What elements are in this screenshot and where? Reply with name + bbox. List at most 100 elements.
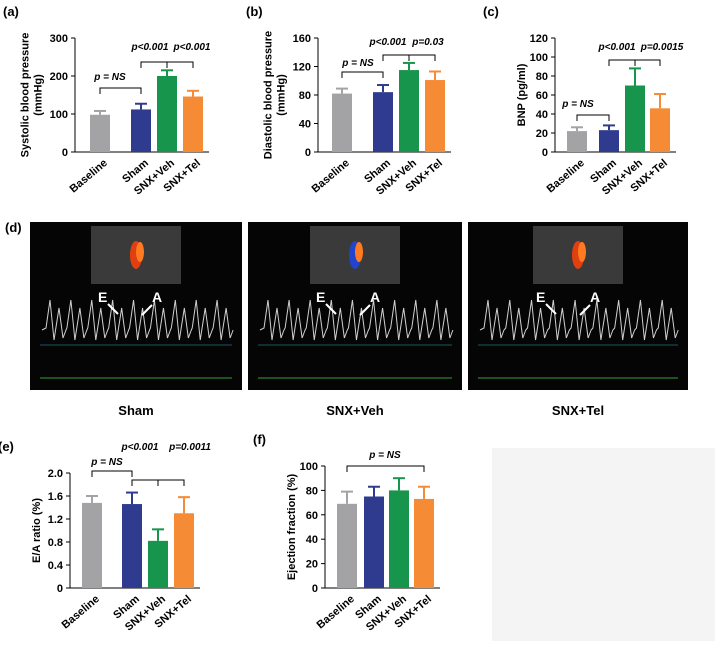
bracket: [140, 61, 168, 68]
peak-label: A: [590, 289, 600, 305]
image-caption: Sham: [118, 403, 153, 418]
y-tick-label: 0: [62, 147, 68, 159]
y-tick-label: 100: [50, 109, 68, 121]
x-tick-label: Baseline: [60, 593, 102, 631]
annotation: p<0.001: [121, 442, 159, 453]
annotation: p<0.001: [173, 42, 211, 53]
peak-label: A: [370, 289, 380, 305]
color-flow: [578, 242, 586, 262]
annotation: p = NS: [341, 58, 374, 69]
peak-arrow: [359, 304, 371, 316]
bar: [414, 498, 434, 588]
y-tick-label: 40: [299, 119, 311, 131]
panel-label: (c): [483, 4, 499, 19]
peak-label: E: [316, 289, 325, 305]
waveform: [259, 299, 454, 341]
peak-arrow: [579, 304, 591, 316]
y-tick-label: 80: [536, 71, 548, 83]
y-tick-label: 0.4: [48, 560, 64, 572]
x-tick-label: Baseline: [545, 157, 587, 195]
panel-label: (b): [246, 4, 263, 19]
bar: [82, 502, 102, 588]
bar: [131, 109, 151, 152]
annotation: p<0.001: [369, 37, 407, 48]
bar: [183, 96, 203, 152]
y-tick-label: 40: [306, 534, 318, 546]
peak-arrow: [325, 303, 337, 315]
y-tick-label: 80: [299, 90, 311, 102]
y-tick-label: 160: [293, 33, 311, 45]
bar: [425, 80, 445, 152]
y-tick-label: 60: [536, 90, 548, 102]
bar: [389, 490, 409, 588]
bar: [174, 513, 194, 588]
annotation: p = NS: [561, 99, 594, 110]
peak-label: A: [152, 289, 162, 305]
y-tick-label: 100: [530, 52, 548, 64]
y-axis-label: (mmHg): [33, 74, 45, 116]
annotation: p=0.0011: [168, 442, 211, 453]
bracket: [608, 59, 636, 66]
bar: [567, 131, 587, 152]
bar: [332, 93, 352, 152]
y-tick-label: 80: [306, 485, 318, 497]
x-tick-label: Baseline: [68, 157, 110, 195]
bracket: [341, 71, 384, 78]
y-tick-label: 0: [305, 147, 311, 159]
bar: [650, 108, 670, 152]
panel-label: (d): [5, 220, 22, 235]
y-tick-label: 0: [542, 147, 548, 159]
y-tick-label: 0: [312, 583, 318, 595]
annotation: p = NS: [368, 450, 401, 461]
bracket: [408, 54, 436, 61]
annotation: p=0.0015: [640, 42, 684, 53]
y-tick-label: 20: [306, 559, 318, 571]
y-tick-label: 1.2: [48, 514, 63, 526]
bar: [625, 85, 645, 152]
y-axis-label: Diastolic blood pressure: [263, 31, 275, 159]
peak-arrow: [141, 304, 153, 316]
y-tick-label: 60: [306, 510, 318, 522]
bracket: [634, 59, 661, 66]
y-tick-label: 200: [50, 71, 68, 83]
y-axis-label: E/A ratio (%): [31, 498, 43, 563]
x-tick-label: Baseline: [315, 593, 357, 631]
color-flow: [355, 242, 363, 262]
bar: [373, 92, 393, 152]
y-axis-label: (mmHg): [276, 74, 288, 116]
annotation: p<0.001: [131, 42, 169, 53]
y-tick-label: 120: [293, 62, 311, 74]
y-tick-label: 120: [530, 33, 548, 45]
bar: [157, 76, 177, 152]
panel-label: (a): [3, 4, 19, 19]
bracket: [166, 61, 194, 68]
annotation: p = NS: [93, 72, 126, 83]
bar: [90, 114, 110, 152]
bar: [122, 504, 142, 588]
y-tick-label: 0: [57, 583, 63, 595]
bracket: [91, 470, 133, 477]
waveform: [41, 299, 234, 341]
panel-label: (e): [0, 439, 14, 454]
image-caption: SNX+Veh: [326, 403, 384, 418]
blank-area: [492, 448, 715, 641]
y-axis-label: Systolic blood pressure: [20, 33, 32, 158]
bar: [148, 540, 168, 588]
bracket: [382, 54, 410, 61]
y-tick-label: 1.6: [48, 491, 63, 503]
bar: [399, 70, 419, 152]
peak-arrow: [545, 303, 557, 315]
peak-arrow: [107, 303, 119, 315]
y-tick-label: 100: [300, 461, 318, 473]
annotation: p = NS: [90, 457, 123, 468]
y-axis-label: Ejection fraction (%): [286, 473, 298, 580]
bracket: [346, 465, 425, 472]
bracket: [99, 87, 142, 94]
y-tick-label: 300: [50, 33, 68, 45]
annotation: p<0.001: [598, 42, 636, 53]
bar: [364, 496, 384, 588]
peak-label: E: [98, 289, 107, 305]
y-axis-label: BNP (pg/ml): [516, 63, 528, 126]
y-tick-label: 2.0: [48, 468, 63, 480]
